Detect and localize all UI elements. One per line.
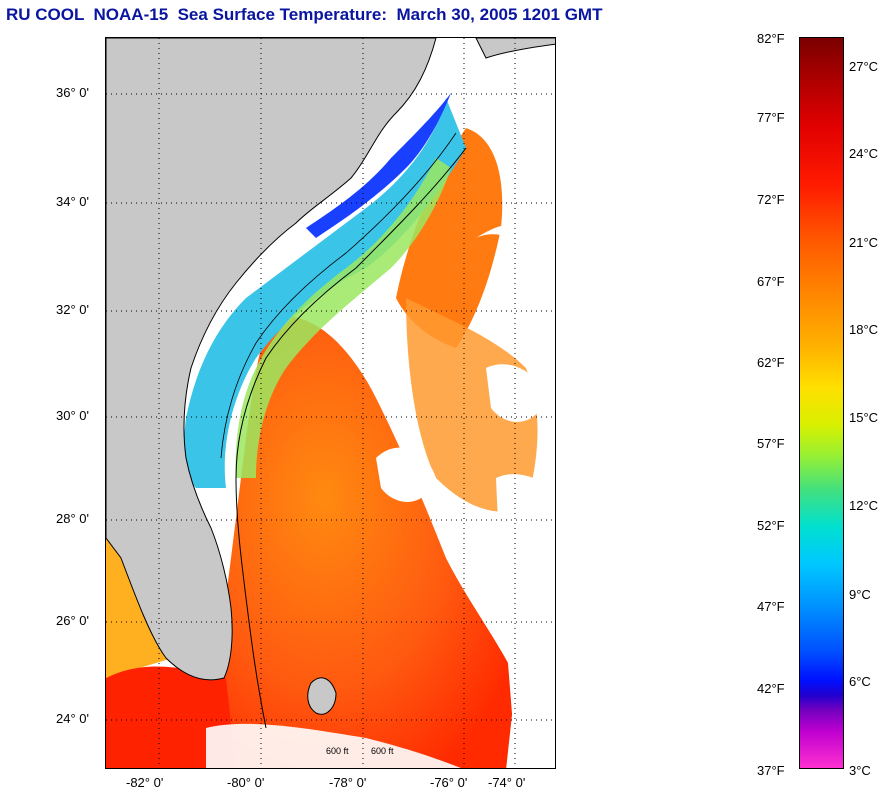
cb-f-47: 47°F bbox=[757, 599, 785, 614]
cb-c-15: 15°C bbox=[849, 410, 879, 425]
cloud-patch-3 bbox=[496, 474, 555, 768]
florida-keys-warm bbox=[106, 666, 236, 768]
cb-f-52: 52°F bbox=[757, 518, 785, 533]
lon-label-76: -76° 0' bbox=[430, 775, 468, 790]
cb-c-3: 3°C bbox=[849, 763, 871, 778]
map-title: RU COOL NOAA-15 Sea Surface Temperature:… bbox=[6, 5, 603, 24]
nearshore-blue bbox=[306, 93, 451, 238]
cloud-patch-1 bbox=[376, 447, 436, 502]
sst-map: 600 ft 600 ft bbox=[105, 37, 556, 769]
cloud-patch-5 bbox=[476, 223, 555, 293]
sst-map-canvas: 600 ft 600 ft bbox=[106, 38, 555, 768]
contour-label-1: 600 ft bbox=[326, 746, 349, 756]
cb-c-9: 9°C bbox=[849, 587, 871, 602]
lon-label-78: -78° 0' bbox=[329, 775, 367, 790]
lon-label-74: -74° 0' bbox=[488, 775, 526, 790]
cb-c-21: 21°C bbox=[849, 235, 879, 250]
temperature-colorbar bbox=[799, 37, 844, 769]
cb-f-42: 42°F bbox=[757, 681, 785, 696]
gulf-stream-region bbox=[196, 316, 516, 768]
cb-c-24: 24°C bbox=[849, 146, 879, 161]
cb-f-62: 62°F bbox=[757, 355, 785, 370]
lat-label-26: 26° 0' bbox=[56, 613, 89, 628]
land-bahamas bbox=[307, 677, 337, 715]
land-northeast bbox=[475, 38, 555, 59]
cb-f-77: 77°F bbox=[757, 110, 785, 125]
lat-label-32: 32° 0' bbox=[56, 302, 89, 317]
cb-c-12: 12°C bbox=[849, 498, 879, 513]
offshore-warm-band bbox=[396, 128, 503, 348]
cb-f-67: 67°F bbox=[757, 274, 785, 289]
cb-c-6: 6°C bbox=[849, 674, 871, 689]
lat-label-34: 34° 0' bbox=[56, 194, 89, 209]
graticule bbox=[106, 38, 555, 768]
cb-f-57: 57°F bbox=[757, 436, 785, 451]
cb-c-27: 27°C bbox=[849, 59, 879, 74]
lat-label-36: 36° 0' bbox=[56, 85, 89, 100]
cloud-patch-4 bbox=[206, 723, 461, 768]
depth-contour bbox=[235, 147, 467, 729]
land-southeast-us bbox=[106, 38, 437, 681]
cb-f-37: 37°F bbox=[757, 763, 785, 778]
cb-f-72: 72°F bbox=[757, 192, 785, 207]
lon-label-82: -82° 0' bbox=[126, 775, 164, 790]
depth-contour-inner bbox=[220, 132, 457, 459]
shelf-green-band bbox=[235, 158, 451, 478]
cloud-patch-2 bbox=[486, 364, 546, 422]
offshore-orange bbox=[406, 298, 538, 512]
lat-label-24: 24° 0' bbox=[56, 711, 89, 726]
cb-f-82: 82°F bbox=[757, 31, 785, 46]
shelf-cool-band bbox=[184, 98, 466, 488]
cb-c-18: 18°C bbox=[849, 322, 879, 337]
lon-label-80: -80° 0' bbox=[227, 775, 265, 790]
lat-label-30: 30° 0' bbox=[56, 408, 89, 423]
lat-label-28: 28° 0' bbox=[56, 511, 89, 526]
contour-label-2: 600 ft bbox=[371, 746, 394, 756]
